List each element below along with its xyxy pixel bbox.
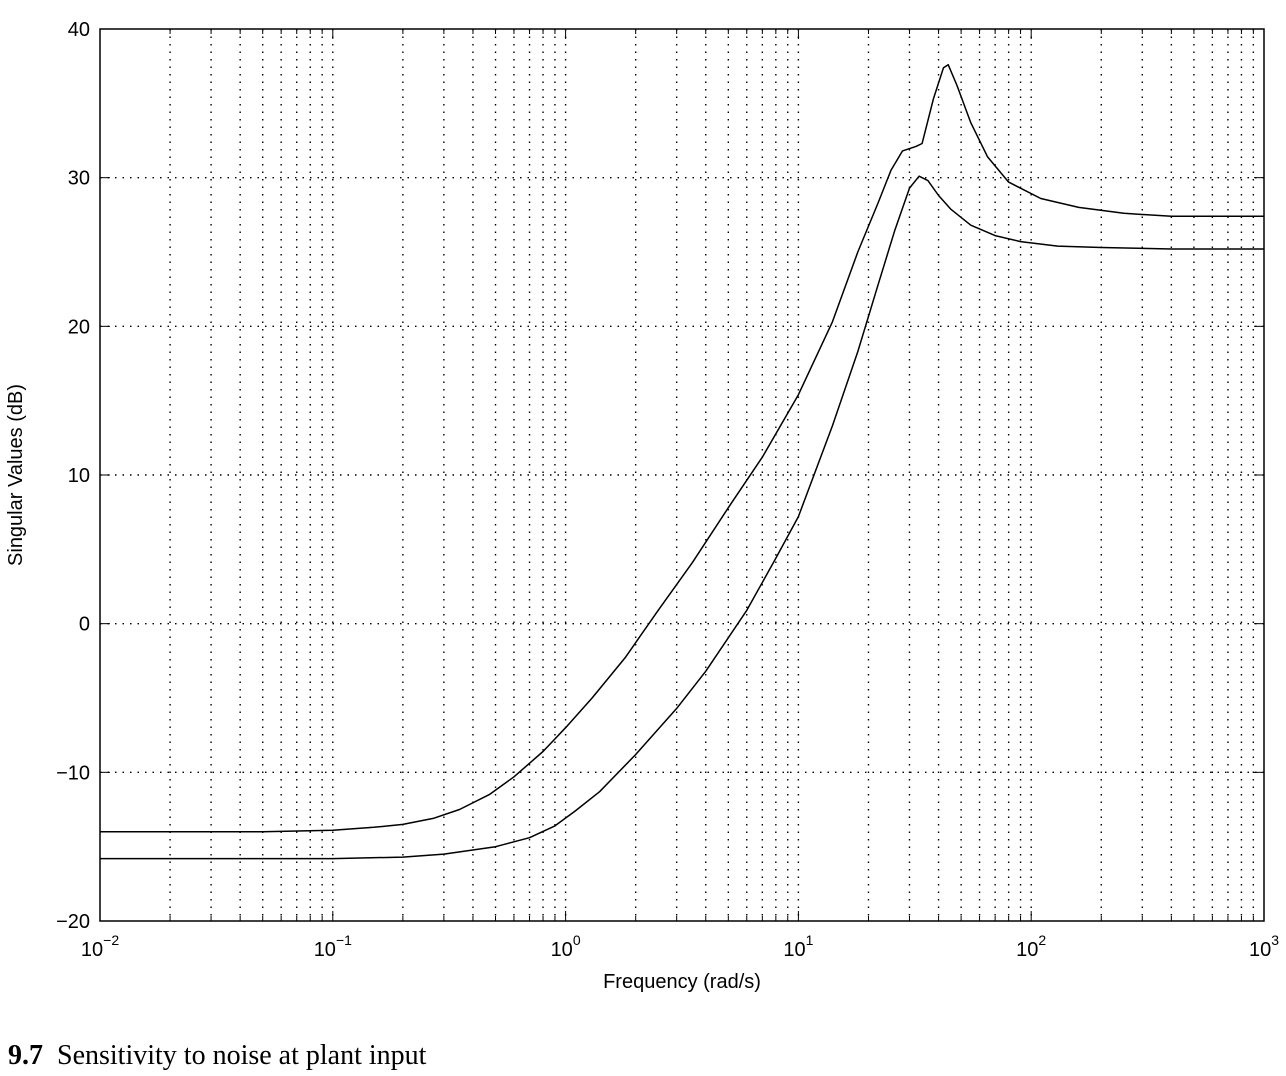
y-tick-label: −10 [56,762,90,784]
figure-caption: . 9.7 Sensitivity to noise at plant input [0,1040,426,1072]
y-tick-label: −20 [56,911,90,933]
x-tick-label: 101 [783,932,813,961]
x-tick-label: 10−2 [81,932,119,961]
y-tick-label: 0 [79,614,90,636]
y-axis-label: Singular Values (dB) [5,384,27,566]
x-tick-labels: 10−2 10−1 100 101 102 103 [81,932,1279,961]
y-tick-label: 30 [68,168,90,190]
x-axis-label: Frequency (rad/s) [603,971,761,993]
plot-frame [99,28,1265,922]
y-tick-label: 20 [68,316,90,338]
series-line-1 [100,63,1264,833]
figure-number: . 9.7 [0,1040,43,1071]
grid-lines [100,29,1264,921]
x-tick-label: 102 [1016,932,1046,961]
series-line-2 [100,175,1264,860]
y-tick-label: 10 [68,465,90,487]
x-tick-label: 10−1 [314,932,352,961]
y-tick-labels: −20 −10 0 10 20 30 40 [56,19,90,933]
y-tick-label: 40 [68,19,90,41]
axis-ticks [99,28,1264,922]
chart: −20 −10 0 10 20 30 40 10−2 10−1 100 101 102 103 Fre… [5,19,1279,993]
x-tick-label: 103 [1249,932,1279,961]
caption-text: Sensitivity to noise at plant input [57,1040,427,1071]
series-lines [100,63,1264,860]
x-tick-label: 100 [551,932,581,961]
